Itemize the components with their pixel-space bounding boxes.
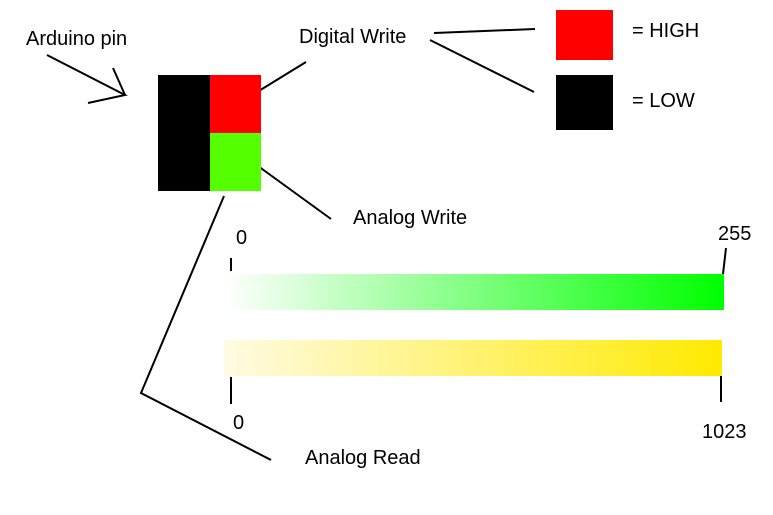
analog-read-range-bar xyxy=(224,340,722,376)
analog-write-range-bar xyxy=(224,274,724,310)
analog-read-label: Analog Read xyxy=(305,447,421,469)
analog-write-pointer xyxy=(257,165,332,220)
arduino-pin-pointer xyxy=(46,54,128,104)
analog-write-pin-region xyxy=(210,133,261,191)
analog-write-label: Analog Write xyxy=(353,207,468,229)
write-max-tick xyxy=(722,247,727,275)
digital-write-label: Digital Write xyxy=(299,26,407,48)
pin-body xyxy=(158,75,210,191)
analog-read-pointer xyxy=(139,195,272,461)
high-swatch xyxy=(556,10,613,60)
high-legend-pointer xyxy=(433,28,536,34)
read-range-max-label: 1023 xyxy=(702,421,747,443)
low-legend-label: = LOW xyxy=(632,90,695,112)
write-range-min-label: 0 xyxy=(236,227,248,249)
low-legend-pointer xyxy=(429,39,535,93)
read-range-min-label: 0 xyxy=(233,412,245,434)
low-swatch xyxy=(556,75,613,130)
arduino-pin-label: Arduino pin xyxy=(26,28,128,50)
write-range-max-label: 255 xyxy=(718,223,752,245)
digital-write-pin-region xyxy=(210,75,261,133)
high-legend-label: = HIGH xyxy=(632,20,700,42)
arduino-pin-pointer-tip xyxy=(112,67,126,96)
